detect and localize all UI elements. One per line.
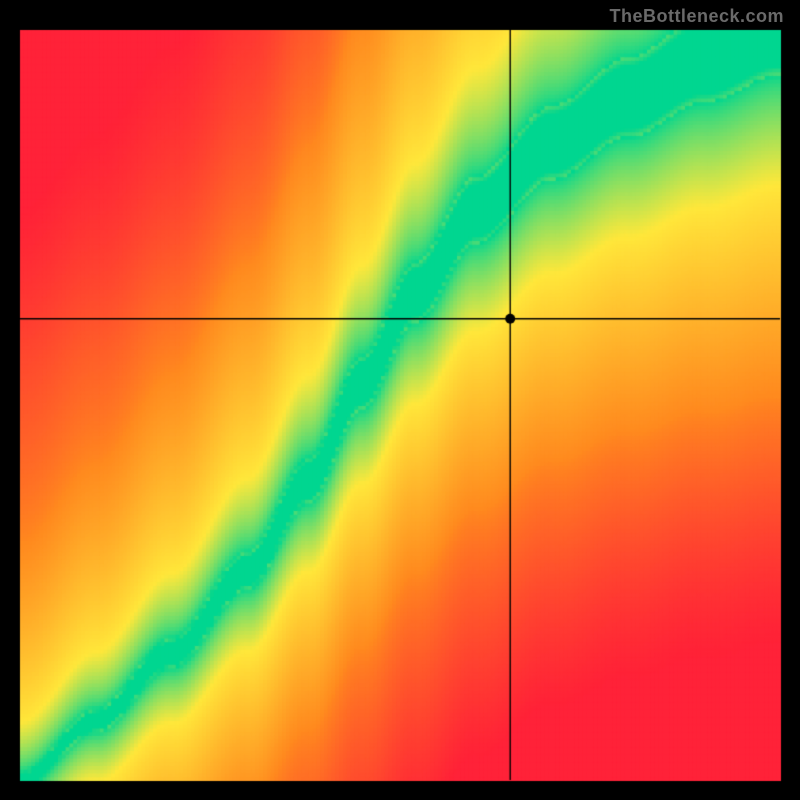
watermark-text: TheBottleneck.com bbox=[609, 6, 784, 27]
chart-container: TheBottleneck.com bbox=[0, 0, 800, 800]
bottleneck-heatmap-canvas bbox=[0, 0, 800, 800]
